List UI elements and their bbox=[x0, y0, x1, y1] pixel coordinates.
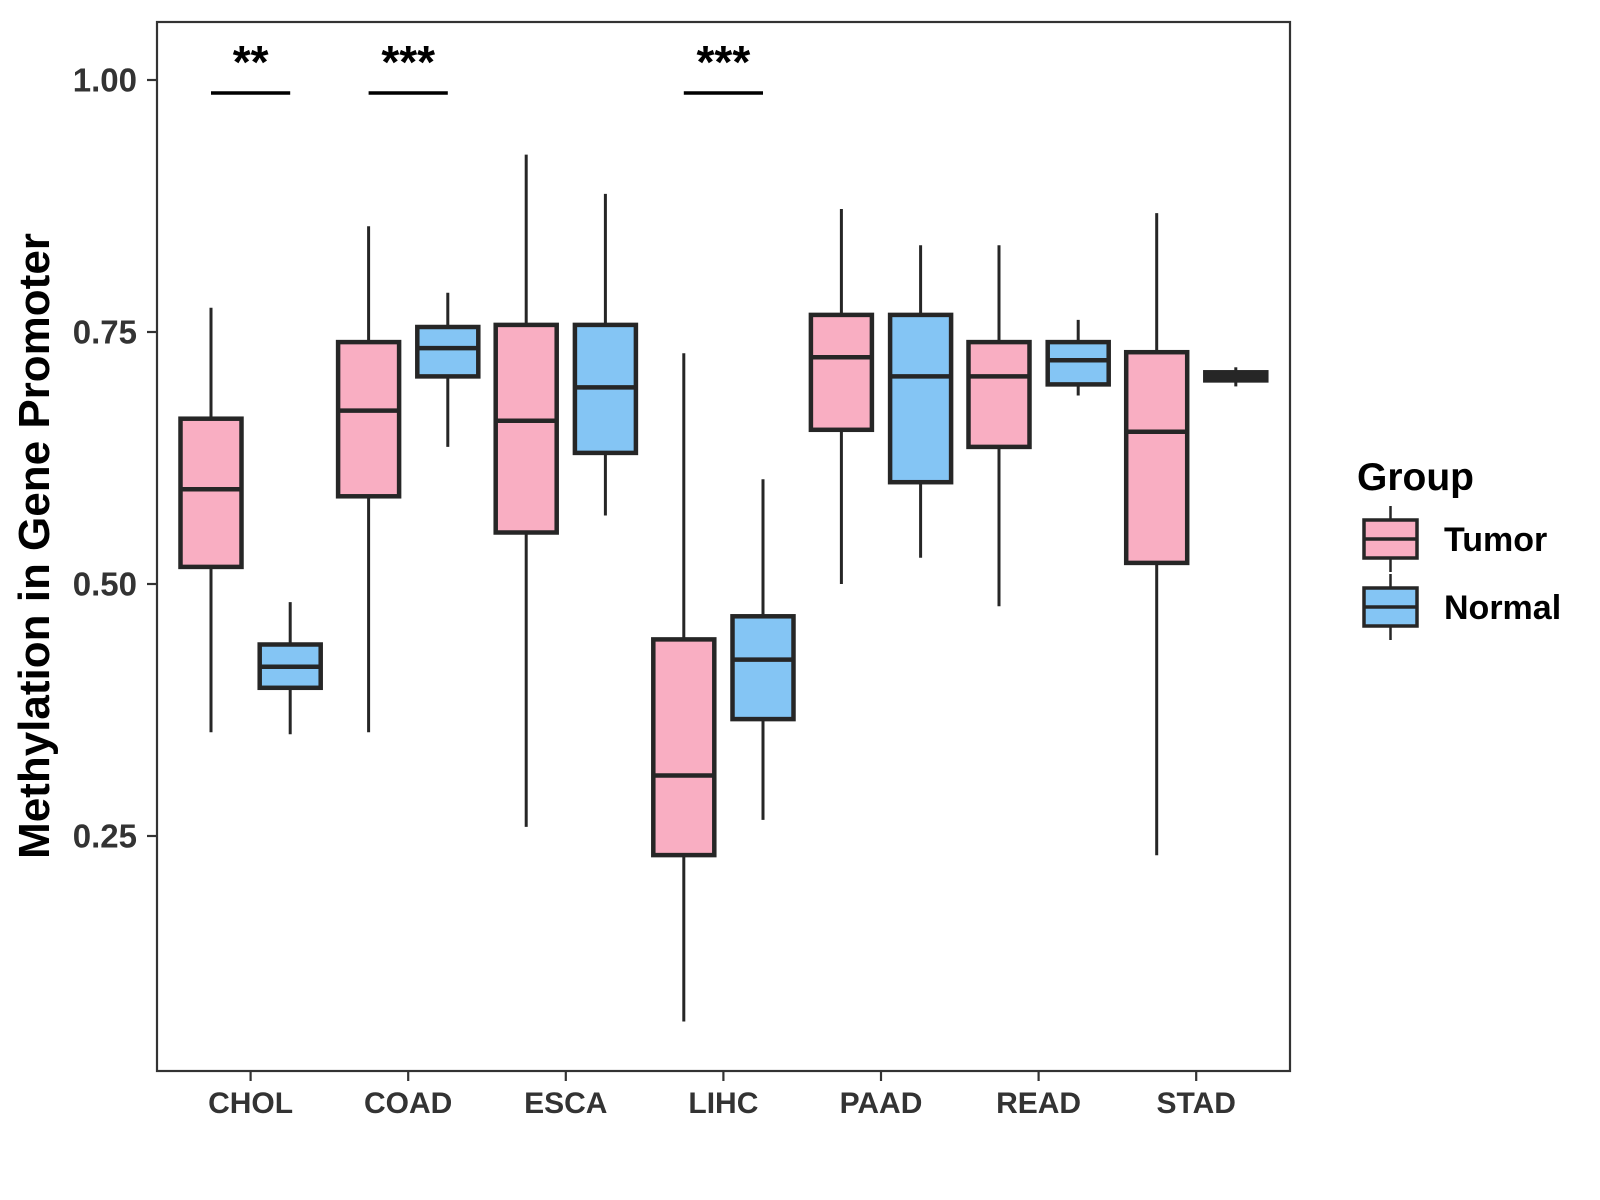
svg-text:Tumor: Tumor bbox=[1444, 521, 1547, 559]
svg-text:**: ** bbox=[233, 36, 269, 88]
svg-text:0.75: 0.75 bbox=[73, 314, 137, 351]
svg-text:***: *** bbox=[381, 36, 435, 88]
svg-text:0.50: 0.50 bbox=[73, 566, 137, 603]
svg-text:STAD: STAD bbox=[1156, 1087, 1235, 1120]
svg-text:Methylation in Gene Promoter: Methylation in Gene Promoter bbox=[10, 233, 59, 859]
svg-text:Group: Group bbox=[1357, 456, 1474, 499]
svg-text:1.00: 1.00 bbox=[73, 62, 137, 99]
svg-text:COAD: COAD bbox=[364, 1087, 452, 1120]
svg-text:ESCA: ESCA bbox=[524, 1087, 607, 1120]
svg-text:0.25: 0.25 bbox=[73, 818, 137, 855]
svg-text:LIHC: LIHC bbox=[688, 1087, 758, 1120]
svg-text:***: *** bbox=[697, 36, 751, 88]
svg-text:READ: READ bbox=[996, 1087, 1081, 1120]
svg-text:CHOL: CHOL bbox=[208, 1087, 293, 1120]
svg-text:PAAD: PAAD bbox=[840, 1087, 923, 1120]
svg-text:Normal: Normal bbox=[1444, 589, 1561, 627]
